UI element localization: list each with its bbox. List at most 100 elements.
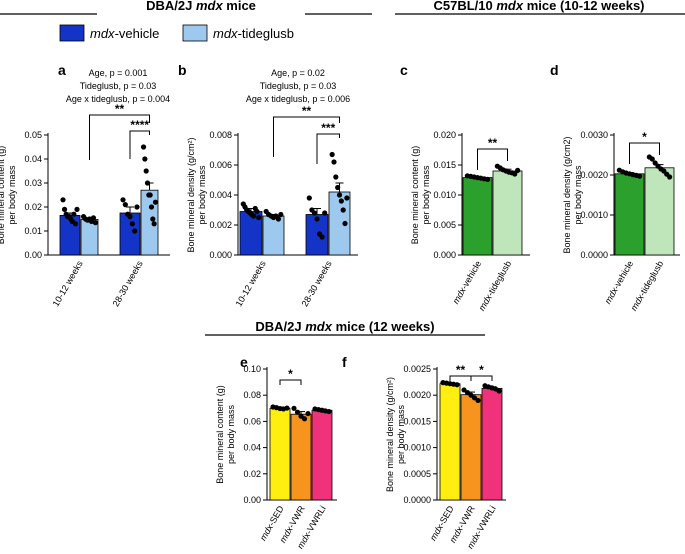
panel-c-ytick-label: 0.005 [433, 220, 456, 230]
panel-e-ytick-label: 0.04 [243, 443, 261, 453]
panel-f-ytick-label: 0.0010 [403, 443, 431, 453]
legend-tideglusb-label: -tideglusb [238, 26, 294, 41]
panel-a-ylabel: Bone mineral content (g) [0, 146, 6, 245]
panel-b-xtick-text: 28-30 weeks [300, 259, 334, 309]
panel-e-ytick-label: 0.00 [243, 495, 261, 505]
panel-c-ylabel2: per body mass [421, 165, 431, 225]
panel-e-ytick-label: 0.06 [243, 416, 261, 426]
panel-b-point [342, 220, 348, 227]
panel-c-point [515, 167, 521, 173]
panel-d-xtick-text: -vehicle [611, 259, 635, 291]
panel-f-sig-bracket-2-label: * [479, 363, 484, 377]
panel-a-bar [119, 212, 141, 256]
panel-c-letter: c [400, 62, 408, 78]
panel-d-xtick-label: mdx-tideglusb [629, 259, 666, 313]
panel-f-ytick-label: 0.0025 [403, 364, 431, 374]
panel-c-ytick-label: 0.010 [433, 190, 456, 200]
panel-c-sig-bracket-label: ** [488, 136, 498, 150]
panel-b-sig-bracket-1-label: ** [302, 104, 312, 118]
panel-f-ytick-label: 0.0005 [403, 469, 431, 479]
panel-a-point [90, 215, 97, 221]
panel-a-point [122, 202, 128, 208]
panel-a-sig-bracket-2 [129, 130, 150, 159]
panel-a-point [132, 228, 138, 234]
panel-f-xtick-text: -VWRLi [474, 504, 498, 536]
panel-c-point [512, 171, 518, 177]
panel-b-ytick-label: 0.006 [209, 160, 232, 170]
header-left-post: mice [223, 0, 256, 13]
panel-d-sig-bracket [629, 142, 660, 164]
panel-b-ylabel: Bone mineral density (g/cm²) [186, 137, 196, 252]
panel-f-xtick-text: -SED [436, 504, 456, 528]
panel-a-letter: a [58, 62, 66, 78]
header-bottom-pre: DBA/2J [255, 319, 305, 334]
panel-b-ytick-label: 0.002 [209, 220, 232, 230]
panel-f-xtick-text: -VWR [456, 504, 477, 530]
panel-c-xtick-label: mdx-vehicle [451, 259, 484, 306]
panel-b: b 0.000 0.002 0.004 0.006 0.008 Bone mineral d… [178, 62, 358, 308]
panel-e-bar [290, 413, 312, 501]
panel-d-bar [644, 167, 675, 256]
panel-a-point [72, 221, 79, 227]
panel-d-bar [614, 173, 645, 256]
panel-c-xtick-text: -vehicle [459, 259, 483, 291]
panel-e-xtick-text: -VWR [286, 504, 307, 530]
panel-b-sig-bracket-2 [316, 133, 340, 164]
panel-a: a 0.00 0.01 0.02 0.03 0.04 0.05 Bone mineral co… [0, 62, 170, 308]
panel-a-xtick-label: 28-30 weeks [111, 259, 145, 309]
panel-f-bar [439, 383, 461, 501]
panel-e-xtick-text: -SED [266, 504, 286, 528]
panel-b-point [278, 211, 284, 218]
panel-d-ytick-label: 0.0000 [580, 250, 608, 260]
panel-a-point [129, 221, 135, 227]
panel-a-ytick-label: 0.02 [24, 202, 42, 212]
panel-f-sig-bracket-1-label: ** [456, 363, 466, 377]
panel-e-point [326, 408, 332, 415]
panel-b-point [314, 216, 320, 222]
panel-a-point [92, 220, 99, 226]
panel-b-ytick-label: 0.000 [209, 250, 232, 260]
panel-d-ytick-label: 0.0020 [580, 170, 608, 180]
panel-d-xtick-label: mdx-vehicle [603, 259, 636, 306]
header-left-pre: DBA/2J [146, 0, 196, 13]
panel-b-point [336, 192, 343, 198]
panel-a-ytick-label: 0.03 [24, 178, 42, 188]
legend-swatch-tideglusb [182, 24, 208, 42]
panel-e-bar [311, 409, 333, 501]
panel-b-bar [262, 215, 285, 256]
panel-b-ytick-label: 0.004 [209, 190, 232, 200]
panel-f-bar [460, 394, 482, 501]
panel-b-point [333, 174, 339, 180]
panel-a-point [134, 204, 140, 210]
panel-c-point [485, 176, 491, 182]
panel-a-xtick-label: 10-12 weeks [51, 259, 85, 309]
svg-text:C57BL/10 mdx mice (10-12 weeks: C57BL/10 mdx mice (10-12 weeks) [433, 0, 644, 13]
panel-d-xtick-text: -tideglusb [637, 259, 665, 298]
panel-c-bar [492, 170, 523, 256]
svg-text:DBA/2J mdx mice (12 weeks): DBA/2J mdx mice (12 weeks) [255, 319, 434, 334]
panel-d-ytick-label: 0.0010 [580, 210, 608, 220]
panel-e-sig-bracket-label: * [288, 367, 293, 381]
panel-e-point [305, 410, 311, 417]
panel-e-point [294, 409, 301, 415]
panel-a-point [60, 197, 66, 203]
panel-a-point [147, 192, 153, 198]
panel-f-ylabel: Bone mineral density (g/cm²) [385, 377, 395, 492]
panel-f-point [475, 397, 481, 404]
panel-a-point [127, 214, 133, 220]
panel-b-point [254, 208, 260, 215]
panel-f-ytick-label: 0.0000 [403, 495, 431, 505]
panel-a-xtick-text: 10-12 weeks [51, 259, 85, 309]
panel-a-stat: Age, p = 0.001 [89, 68, 148, 78]
panel-c-sig-bracket [477, 148, 508, 170]
legend-tideglusb-em: mdx [213, 26, 238, 41]
panel-f-bar [481, 387, 503, 501]
panel-f-ylabel2: per body mass [396, 404, 406, 464]
panel-c-ylabel: Bone mineral content (g) [410, 146, 420, 245]
header-right-pre: C57BL/10 [433, 0, 496, 13]
header-left-em: mdx [196, 0, 224, 13]
panel-c-ytick-label: 0.020 [433, 130, 456, 140]
legend-vehicle-label: -vehicle [115, 26, 160, 41]
svg-text:mdx-tideglusb: mdx-tideglusb [213, 26, 294, 41]
